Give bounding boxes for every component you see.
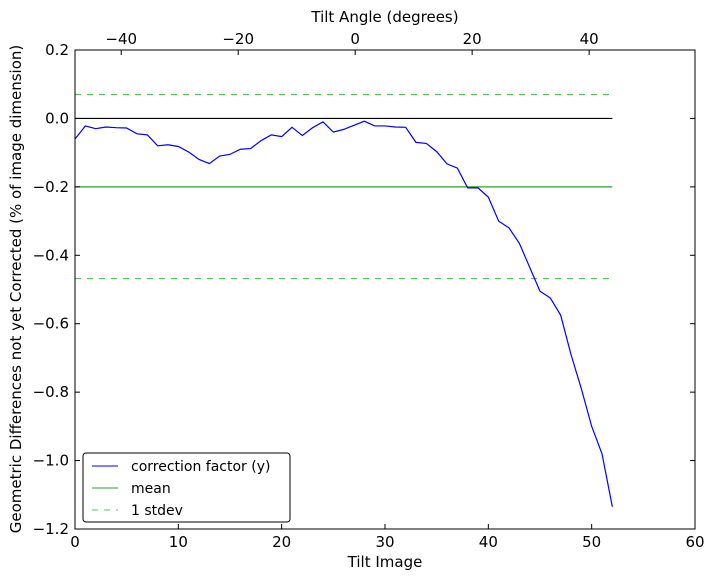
top-x-axis-label: Tilt Angle (degrees) <box>310 8 458 26</box>
x-tick-label: 60 <box>685 533 704 551</box>
y-tick-label: −1.0 <box>33 452 69 470</box>
top-x-tick-label: −40 <box>105 30 137 48</box>
top-x-tick-label: 20 <box>463 30 482 48</box>
ticks-layer: 0 10 20 30 40 50 60 0.2 0.0 −0.2 −0.4 −0.6 −0.8 −1.0 −… <box>33 30 705 551</box>
top-x-tick-label: −20 <box>222 30 254 48</box>
x-tick-label: 30 <box>375 533 394 551</box>
legend-label-mean: mean <box>131 481 171 497</box>
y-tick-label: −0.2 <box>33 178 69 196</box>
x-tick-label: 10 <box>169 533 188 551</box>
x-tick-label: 0 <box>70 533 80 551</box>
x-tick-label: 50 <box>582 533 601 551</box>
legend: correction factor (y) mean 1 stdev <box>82 452 291 523</box>
y-tick-label: 0.2 <box>45 41 69 59</box>
x-tick-label: 20 <box>272 533 291 551</box>
x-axis-label: Tilt Image <box>347 553 423 571</box>
y-tick-label: −0.6 <box>33 315 69 333</box>
x-tick-label: 40 <box>479 533 498 551</box>
series-line-0 <box>74 120 613 507</box>
legend-box <box>82 452 291 523</box>
top-x-tick-label: 40 <box>580 30 599 48</box>
legend-label-correction: correction factor (y) <box>131 459 270 475</box>
y-tick-label: −0.4 <box>33 246 69 264</box>
y-tick-label: 0.0 <box>45 109 69 127</box>
legend-label-stdev: 1 stdev <box>131 503 183 519</box>
top-x-tick-label: 0 <box>350 30 360 48</box>
y-tick-label: −0.8 <box>33 383 69 401</box>
series-layer <box>74 93 613 507</box>
y-axis-label: Geometric Differences not yet Corrected … <box>7 45 25 534</box>
y-tick-label: −1.2 <box>33 520 69 538</box>
